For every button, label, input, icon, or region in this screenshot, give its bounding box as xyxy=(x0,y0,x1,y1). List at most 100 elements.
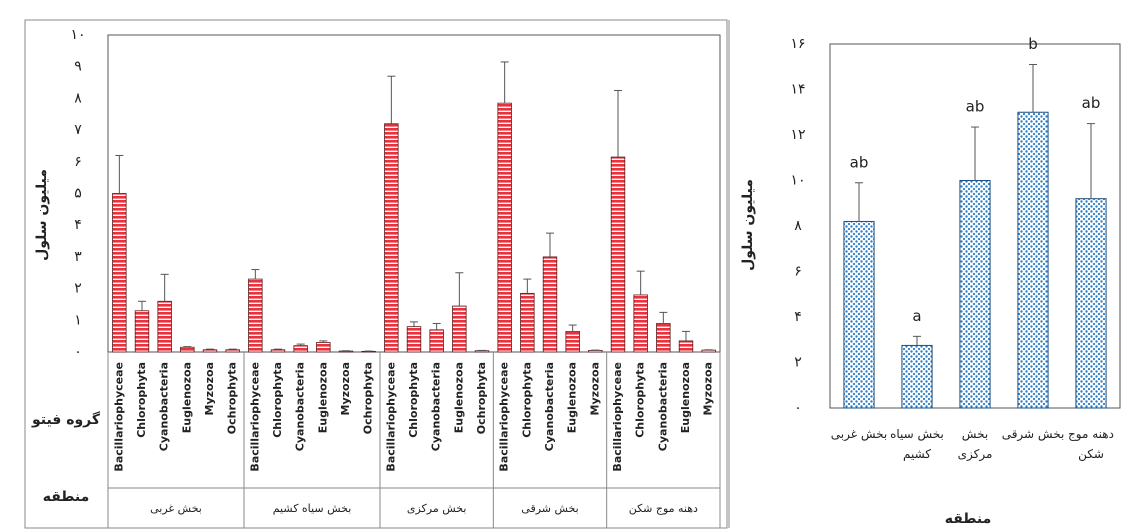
bar xyxy=(270,349,286,353)
category-label: Ochrophyta xyxy=(226,362,239,434)
significance-label: a xyxy=(912,307,921,325)
bar xyxy=(202,349,218,353)
group-label: بخش سیاه کشیم xyxy=(273,502,352,515)
y-tick-label: ۴ xyxy=(74,217,82,233)
bar xyxy=(565,330,580,353)
category-label: Bacillariophyceae xyxy=(248,362,261,472)
bar xyxy=(656,323,671,353)
significance-label: ab xyxy=(966,98,985,116)
y-tick-label: ۱ xyxy=(74,312,82,328)
category-label: Myzozoa xyxy=(702,362,715,415)
bar xyxy=(157,300,172,353)
category-label: Bacillariophyceae xyxy=(498,362,511,472)
left-frame xyxy=(24,19,728,529)
y-axis-label: میلیون سلول xyxy=(740,179,756,271)
bar xyxy=(429,329,444,353)
bar xyxy=(701,349,716,353)
y-tick-label: ۶ xyxy=(74,154,82,170)
significance-label: ab xyxy=(1082,94,1101,112)
bar xyxy=(901,344,933,409)
bar xyxy=(678,340,694,353)
y-tick-label: ۷ xyxy=(74,122,82,138)
significance-label: b xyxy=(1028,35,1038,53)
bar xyxy=(588,350,603,353)
x-tick-label: دهنه موج شکن xyxy=(1068,427,1114,461)
y-tick-label: ۹ xyxy=(74,59,82,75)
category-label: Euglenozoa xyxy=(180,362,193,433)
y-tick-label: ۱۰ xyxy=(790,173,805,189)
bar xyxy=(1075,198,1107,409)
y-tick-label: ۱۰ xyxy=(70,27,85,43)
category-label: Euglenozoa xyxy=(566,362,579,433)
bar xyxy=(316,342,331,353)
bar xyxy=(959,180,991,409)
y-tick-label: ۸ xyxy=(794,218,802,234)
category-label: Cyanobacteria xyxy=(158,362,171,451)
group-label: بخش مرکزی xyxy=(407,502,467,515)
x-tick-label-box: بخش غربی xyxy=(830,427,888,441)
group-label: دهنه موج شکن xyxy=(629,502,698,515)
bar xyxy=(248,278,263,353)
x-tick-label: بخش مرکزی xyxy=(957,427,993,461)
y-tick-label: ۲ xyxy=(74,281,82,297)
x-tick-label: بخش شرقی xyxy=(1001,427,1065,441)
bar xyxy=(843,220,875,409)
bar xyxy=(225,349,240,353)
category-label: Cyanobacteria xyxy=(430,362,443,451)
bar xyxy=(384,123,399,353)
y-tick-label: ۱۲ xyxy=(790,127,805,143)
group-label: بخش غربی xyxy=(150,502,202,515)
x-tick-label-box: بخش مرکزی xyxy=(957,427,993,461)
x-tick-label-box: بخش سیاه کشیم xyxy=(890,427,944,461)
x-tick-label-box: دهنه موج شکن xyxy=(1068,427,1114,461)
category-label: Chlorophyta xyxy=(135,362,148,438)
category-label: Euglenozoa xyxy=(452,362,465,433)
bar xyxy=(112,193,127,353)
bar xyxy=(633,294,648,353)
row-label: منطقه xyxy=(43,489,90,505)
category-label: Chlorophyta xyxy=(634,362,647,438)
bar xyxy=(520,292,535,353)
x-axis-label: منطقه xyxy=(945,511,992,527)
category-label: Bacillariophyceae xyxy=(611,362,624,472)
bar xyxy=(474,350,490,353)
bar xyxy=(180,346,195,353)
bar xyxy=(134,310,150,353)
bar xyxy=(406,326,422,353)
category-label: Chlorophyta xyxy=(520,362,533,438)
category-label: Myzozoa xyxy=(203,362,216,415)
y-tick-label: ۲ xyxy=(794,355,802,371)
category-label: Chlorophyta xyxy=(271,362,284,438)
y-tick-label: ۸ xyxy=(74,90,82,106)
significance-label: ab xyxy=(850,153,869,171)
y-tick-label: ۱۴ xyxy=(790,82,805,98)
category-label: Cyanobacteria xyxy=(543,362,556,451)
category-label: Ochrophyta xyxy=(475,362,488,434)
group-label: بخش شرقی xyxy=(521,502,578,515)
category-label: Cyanobacteria xyxy=(294,362,307,451)
category-label: Ochrophyta xyxy=(362,362,375,434)
x-tick-label-box: بخش شرقی xyxy=(1001,427,1065,441)
bar xyxy=(1017,111,1049,409)
x-tick-label: بخش سیاه کشیم xyxy=(890,427,944,461)
bar xyxy=(452,305,467,353)
y-tick-label: ۶ xyxy=(794,264,802,280)
category-label: Cyanobacteria xyxy=(656,362,669,451)
category-label: Bacillariophyceae xyxy=(384,362,397,472)
category-label: Myzozoa xyxy=(588,362,601,415)
category-label: Myzozoa xyxy=(339,362,352,415)
plot-frame xyxy=(107,34,721,353)
category-label: Euglenozoa xyxy=(316,362,329,433)
bar xyxy=(497,102,512,353)
row-label: گروه فیتو xyxy=(31,411,101,428)
y-tick-label: ۴ xyxy=(794,309,802,325)
x-tick-label: بخش غربی xyxy=(830,427,888,441)
y-axis-label: میلیون سلول xyxy=(34,169,50,261)
bar xyxy=(610,156,626,353)
y-tick-label: ۳ xyxy=(74,249,82,265)
category-label: Bacillariophyceae xyxy=(112,362,125,472)
category-label: Euglenozoa xyxy=(679,362,692,433)
y-tick-label: ۵ xyxy=(74,186,82,202)
y-tick-label: ۰ xyxy=(794,400,802,416)
